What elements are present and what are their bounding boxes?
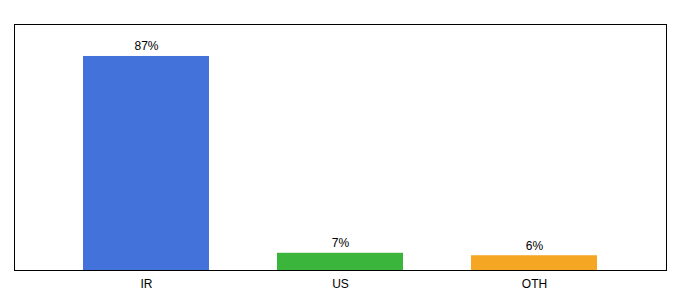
svg-text:7%: 7% bbox=[332, 236, 350, 250]
svg-text:6%: 6% bbox=[526, 239, 544, 253]
svg-text:US: US bbox=[332, 277, 349, 291]
svg-text:OTH: OTH bbox=[522, 277, 547, 291]
svg-text:87%: 87% bbox=[134, 39, 158, 53]
svg-text:IR: IR bbox=[141, 277, 153, 291]
